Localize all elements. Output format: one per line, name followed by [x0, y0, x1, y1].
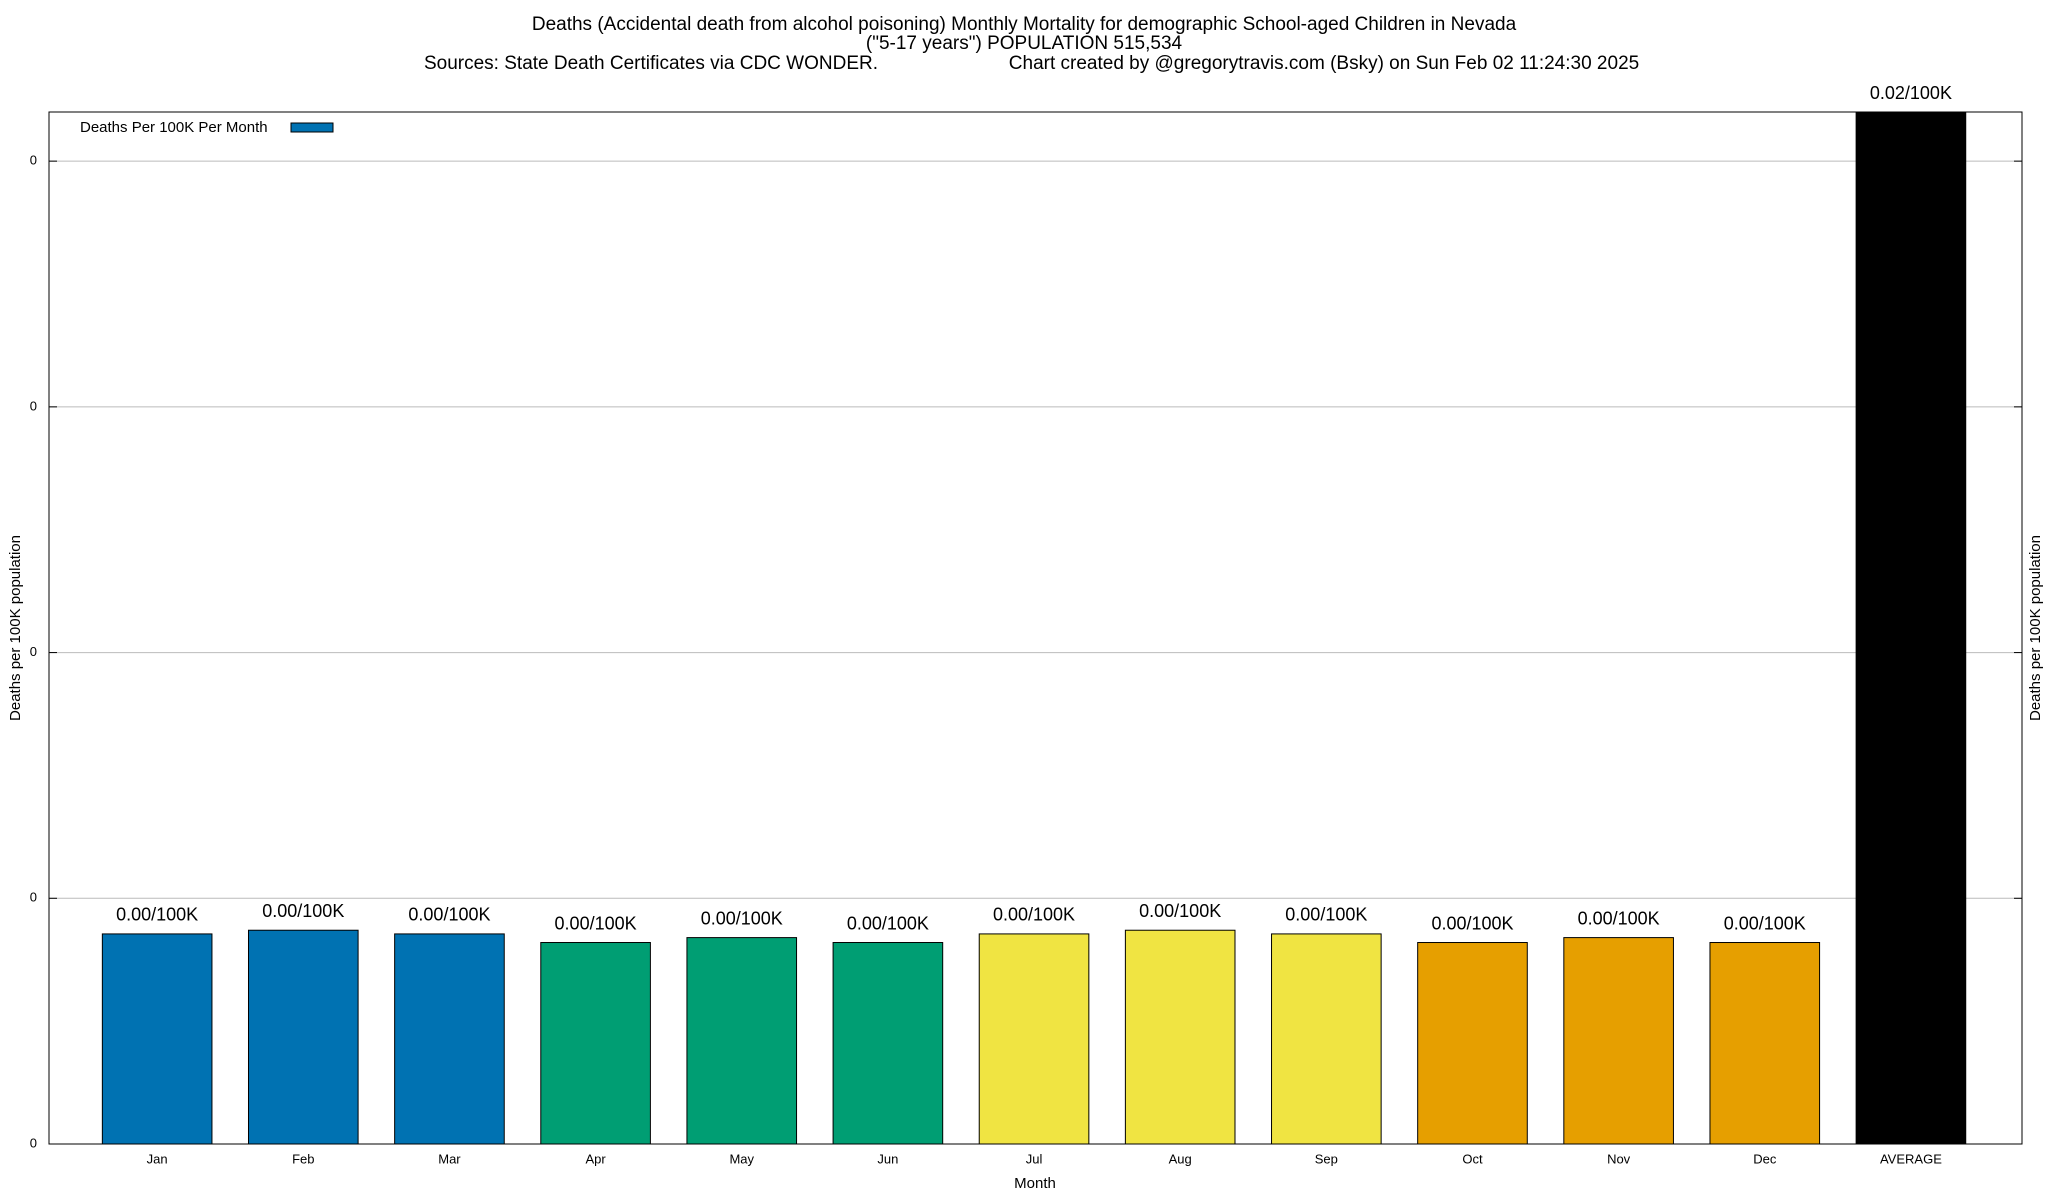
bar: [832, 942, 944, 1144]
value-label: 0.00/100K: [993, 905, 1075, 925]
bar: [1417, 942, 1528, 1144]
y-tick-label: 0: [30, 1135, 37, 1150]
x-tick-label: Feb: [292, 1151, 314, 1166]
value-label: 0.02/100K: [1870, 83, 1952, 103]
legend-label: Deaths Per 100K Per Month: [80, 119, 268, 136]
y-tick-label: 0: [30, 644, 37, 659]
bar: [540, 942, 651, 1144]
x-tick-label: Apr: [585, 1151, 606, 1166]
bar: [1271, 933, 1382, 1144]
x-tick-label: AVERAGE: [1880, 1151, 1942, 1166]
value-label: 0.00/100K: [555, 913, 637, 933]
chart-title: Deaths (Accidental death from alcohol po…: [532, 14, 1517, 35]
value-label: 0.00/100K: [1285, 905, 1367, 925]
bar: [1709, 942, 1821, 1144]
y-axis-label: Deaths per 100K population: [7, 535, 24, 721]
value-label: 0.00/100K: [262, 901, 344, 921]
x-tick-label: Dec: [1753, 1151, 1777, 1166]
bar: [1124, 929, 1236, 1144]
x-tick-label: Oct: [1462, 1151, 1483, 1166]
x-tick-label: Nov: [1607, 1151, 1631, 1166]
chart-subtitle: ("5-17 years") POPULATION 515,534: [866, 33, 1183, 54]
bar: [394, 933, 505, 1144]
bar: [1855, 112, 1967, 1144]
x-tick-label: Sep: [1315, 1151, 1338, 1166]
x-tick-label: Aug: [1169, 1151, 1192, 1166]
x-axis-label: Month: [1014, 1175, 1056, 1192]
bar: [101, 933, 213, 1144]
value-label: 0.00/100K: [116, 905, 198, 925]
value-label: 0.00/100K: [1431, 913, 1513, 933]
x-tick-label: Jan: [147, 1151, 168, 1166]
x-tick-label: May: [729, 1151, 754, 1166]
plot-area: [101, 112, 1967, 1144]
legend-swatch: [290, 122, 334, 133]
x-tick-label: Jun: [877, 1151, 898, 1166]
y-tick-label: 0: [30, 890, 37, 905]
y-tick-label: 0: [30, 398, 37, 413]
y-tick-label: 0: [30, 153, 37, 168]
y-axis-label-right: Deaths per 100K population: [2027, 535, 2044, 721]
chart-credit: Chart created by @gregorytravis.com (Bsk…: [1009, 53, 1639, 74]
value-label: 0.00/100K: [847, 913, 929, 933]
bar: [686, 937, 798, 1144]
x-tick-label: Mar: [438, 1151, 461, 1166]
value-label: 0.00/100K: [1139, 901, 1221, 921]
value-label: 0.00/100K: [701, 908, 783, 928]
value-label: 0.00/100K: [408, 905, 490, 925]
value-label: 0.00/100K: [1578, 908, 1660, 928]
bar: [1563, 937, 1674, 1144]
bar: [978, 933, 1090, 1144]
bar: [247, 929, 359, 1144]
value-label: 0.00/100K: [1724, 913, 1806, 933]
plot-frame: [48, 111, 2023, 1145]
chart-source: Sources: State Death Certificates via CD…: [424, 53, 878, 74]
x-tick-label: Jul: [1026, 1151, 1043, 1166]
